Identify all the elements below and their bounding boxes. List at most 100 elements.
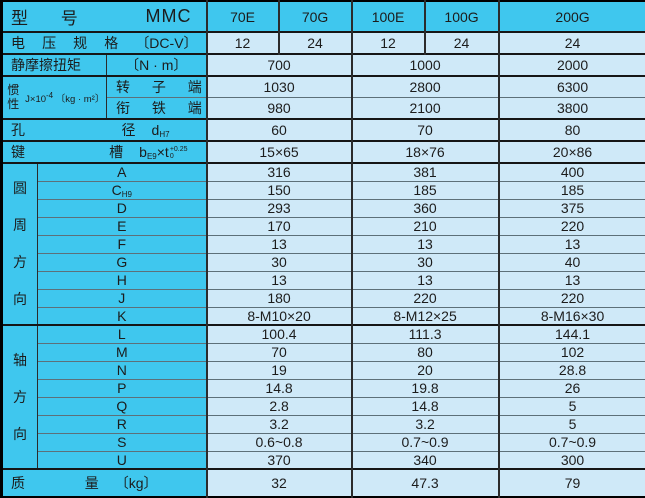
cell-value: 8-M12×25 — [352, 307, 499, 325]
cell-value: 19.8 — [352, 379, 499, 397]
inertia-rotor-row: 惯性 J×10-4 〔kg · m²〕 转 子 端 1030 2800 6300 — [2, 76, 645, 98]
dim-row-A: 圆周方向 A 316 381 400 — [2, 163, 645, 181]
cell-value: 30 — [207, 253, 352, 271]
column-header-70g: 70G — [279, 1, 352, 32]
cell-value: 2.8 — [207, 397, 352, 415]
cell-value: 2800 — [352, 76, 499, 98]
cell-value: 111.3 — [352, 325, 499, 343]
dim-letter: F — [38, 235, 207, 253]
cell-value: 40 — [499, 253, 645, 271]
cell-value: 32 — [207, 469, 352, 497]
cell-value: 220 — [499, 289, 645, 307]
cell-value: 19 — [207, 361, 352, 379]
cell-value: 80 — [352, 343, 499, 361]
cell-value: 340 — [352, 451, 499, 469]
dim-row-Q: Q 2.8 14.8 5 — [2, 397, 645, 415]
cell-value: 28.8 — [499, 361, 645, 379]
cell-value: 80 — [499, 119, 645, 141]
torque-row: 静摩擦扭矩 〔N · m〕 700 1000 2000 — [2, 54, 645, 76]
cell-value: 1000 — [352, 54, 499, 76]
model-row: 型 号 MMC 70E 70G 100E 100G 200G — [2, 1, 645, 32]
dim-row-S: S 0.6~0.8 0.7~0.9 0.7~0.9 — [2, 433, 645, 451]
bore-label-cell: 孔 径 dH7 — [2, 119, 207, 141]
cell-value: 26 — [499, 379, 645, 397]
group-label-circumferential: 圆周方向 — [12, 170, 29, 318]
dim-letter: A — [38, 163, 207, 181]
bore-symbol: dH7 — [152, 122, 170, 139]
cell-value: 700 — [207, 54, 352, 76]
cell-value: 13 — [207, 235, 352, 253]
dim-letter: S — [38, 433, 207, 451]
cell-value: 300 — [499, 451, 645, 469]
voltage-unit: 〔DC-V〕 — [135, 33, 197, 53]
cell-value: 8-M16×30 — [499, 307, 645, 325]
dim-letter: D — [38, 199, 207, 217]
group-label-circumferential-cell: 圆周方向 — [2, 163, 38, 325]
cell-value: 150 — [207, 181, 352, 199]
cell-value: 360 — [352, 199, 499, 217]
cell-value: 6300 — [499, 76, 645, 98]
mass-label-cell: 质 量 〔kg〕 — [2, 469, 207, 497]
dim-row-C: CH9 150 185 185 — [2, 181, 645, 199]
cell-value: 14.8 — [352, 397, 499, 415]
dim-letter: M — [38, 343, 207, 361]
voltage-label: 格 — [104, 33, 118, 53]
cell-value: 13 — [352, 235, 499, 253]
cell-value: 15×65 — [207, 141, 352, 163]
dim-letter: CH9 — [38, 181, 207, 199]
dim-letter: J — [38, 289, 207, 307]
cell-value: 47.3 — [352, 469, 499, 497]
bore-row: 孔 径 dH7 60 70 80 — [2, 119, 645, 141]
cell-value: 0.7~0.9 — [499, 433, 645, 451]
armature-end-label-cell: 衔 铁 端 — [107, 98, 207, 120]
dim-letter: G — [38, 253, 207, 271]
mass-label: 质 — [11, 473, 25, 493]
mass-row: 质 量 〔kg〕 32 47.3 79 — [2, 469, 645, 497]
cell-value: 185 — [352, 181, 499, 199]
cell-value: 30 — [352, 253, 499, 271]
cell-value: 79 — [499, 469, 645, 497]
cell-value: 12 — [352, 32, 425, 54]
model-label: 型 号 — [11, 4, 92, 29]
voltage-label: 规 — [73, 33, 87, 53]
dim-letter: K — [38, 307, 207, 325]
cell-value: 70 — [207, 343, 352, 361]
cell-value: 185 — [499, 181, 645, 199]
cell-value: 13 — [207, 271, 352, 289]
cell-value: 70 — [352, 119, 499, 141]
dim-row-G: G 30 30 40 — [2, 253, 645, 271]
cell-value: 293 — [207, 199, 352, 217]
cell-value: 3800 — [499, 98, 645, 120]
dim-row-N: N 19 20 28.8 — [2, 361, 645, 379]
cell-value: 0.6~0.8 — [207, 433, 352, 451]
dim-row-K: K 8-M10×20 8-M12×25 8-M16×30 — [2, 307, 645, 325]
dim-row-H: H 13 13 13 — [2, 271, 645, 289]
cell-value: 220 — [352, 289, 499, 307]
cell-value: 5 — [499, 415, 645, 433]
voltage-label: 压 — [42, 33, 56, 53]
inertia-formula: J×10-4 〔kg · m²〕 — [24, 91, 107, 105]
torque-unit: 〔N · m〕 — [107, 54, 207, 76]
cell-value: 13 — [499, 235, 645, 253]
voltage-row: 电 压 规 格 〔DC-V〕 12 24 12 24 24 — [2, 32, 645, 54]
column-header-100g: 100G — [425, 1, 499, 32]
cell-value: 210 — [352, 217, 499, 235]
inertia-group-label: 惯性 — [7, 84, 20, 111]
dim-letter: N — [38, 361, 207, 379]
cell-value: 24 — [425, 32, 499, 54]
voltage-label: 电 — [11, 33, 25, 53]
inertia-group-cell: 惯性 — [2, 76, 24, 119]
model-header-cell: 型 号 MMC — [2, 1, 207, 32]
cell-value: 170 — [207, 217, 352, 235]
cell-value: 5 — [499, 397, 645, 415]
dim-row-J: J 180 220 220 — [2, 289, 645, 307]
dim-row-F: F 13 13 13 — [2, 235, 645, 253]
cell-value: 12 — [207, 32, 279, 54]
cell-value: 144.1 — [499, 325, 645, 343]
cell-value: 220 — [499, 217, 645, 235]
mass-label2: 量 — [85, 473, 99, 493]
cell-value: 24 — [279, 32, 352, 54]
dim-row-U: U 370 340 300 — [2, 451, 645, 469]
